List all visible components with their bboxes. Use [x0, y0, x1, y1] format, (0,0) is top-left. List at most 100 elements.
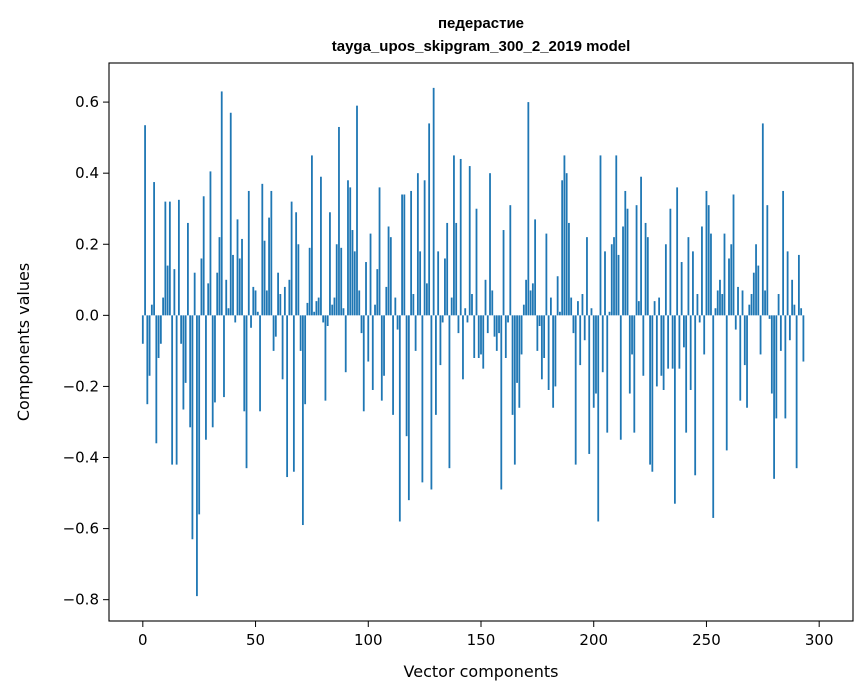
bar-113	[396, 315, 399, 330]
y-tick-label: −0.2	[63, 377, 99, 395]
bar-216	[628, 315, 631, 394]
bar-143	[464, 308, 467, 316]
bar-284	[782, 190, 785, 316]
bar-3	[148, 315, 151, 376]
bar-59	[274, 315, 277, 337]
bar-209	[613, 237, 615, 316]
bar-212	[619, 315, 622, 440]
bar-264	[737, 286, 739, 316]
y-tick-label: 0.0	[75, 306, 99, 324]
bar-140	[457, 315, 460, 334]
bar-217	[631, 315, 633, 355]
bar-228	[655, 315, 658, 387]
bar-25	[198, 315, 201, 515]
bar-52	[259, 315, 261, 412]
x-axis-ticks: 0 50 100 150 200 250 300	[138, 621, 834, 649]
y-tick-label: 0.2	[75, 235, 99, 253]
bar-15	[175, 315, 178, 465]
bar-250	[705, 190, 708, 316]
bar-30	[209, 171, 212, 316]
x-tick-label: 250	[692, 631, 721, 649]
bar-235	[671, 315, 674, 369]
bar-187	[563, 155, 566, 316]
bar-155	[491, 290, 494, 316]
bar-55	[265, 290, 268, 316]
bar-14	[173, 269, 176, 316]
bar-50	[254, 290, 257, 316]
bar-74	[308, 247, 311, 316]
bar-119	[410, 190, 413, 316]
bar-160	[502, 230, 505, 316]
bar-18	[182, 315, 185, 410]
bar-167	[518, 315, 521, 408]
bar-288	[791, 279, 794, 316]
bar-219	[635, 205, 638, 316]
chart-title-line1: педерастие	[438, 15, 524, 32]
bar-177	[540, 315, 543, 380]
bar-39	[229, 112, 232, 316]
bar-139	[455, 222, 458, 316]
bar-112	[394, 297, 397, 316]
bar-54	[263, 240, 266, 316]
bar-182	[552, 315, 555, 408]
bar-245	[694, 315, 697, 476]
bar-22	[191, 315, 194, 540]
bar-252	[710, 233, 712, 316]
bar-258	[723, 233, 726, 316]
bar-188	[565, 173, 568, 316]
bar-151	[482, 315, 485, 369]
bar-23	[193, 272, 196, 316]
bar-236	[673, 315, 676, 504]
bar-158	[498, 315, 500, 334]
bar-94	[353, 251, 356, 316]
bar-285	[784, 315, 787, 419]
bar-185	[559, 311, 561, 316]
y-tick-label: −0.8	[63, 591, 99, 609]
bar-28	[205, 315, 207, 440]
bar-31	[211, 315, 214, 428]
bar-199	[590, 308, 593, 316]
bar-102	[371, 315, 374, 390]
bar-233	[667, 315, 670, 369]
bar-37	[225, 279, 228, 316]
bar-256	[719, 279, 721, 316]
bar-89	[342, 308, 345, 316]
bar-237	[676, 187, 679, 316]
bar-205	[604, 251, 606, 316]
bar-6	[155, 315, 158, 444]
bar-211	[617, 254, 620, 316]
bar-53	[261, 183, 264, 316]
bar-224	[646, 237, 649, 316]
bar-114	[398, 315, 401, 522]
bar-271	[752, 272, 755, 316]
bar-99	[365, 262, 367, 316]
bar-106	[380, 315, 383, 401]
bar-204	[601, 315, 604, 373]
bar-262	[732, 194, 735, 316]
bar-110	[389, 237, 392, 316]
bar-189	[568, 222, 570, 316]
bar-272	[755, 244, 757, 316]
bar-230	[660, 315, 663, 376]
bar-289	[793, 304, 796, 316]
bar-116	[403, 194, 406, 316]
bar-157	[495, 315, 498, 351]
bar-90	[344, 315, 347, 373]
bar-282	[777, 294, 780, 316]
bar-248	[701, 226, 703, 316]
bar-263	[734, 315, 737, 330]
bar-12	[168, 201, 171, 316]
bar-111	[392, 315, 394, 415]
bar-130	[435, 315, 437, 415]
bar-100	[367, 315, 370, 362]
bar-123	[419, 251, 422, 316]
bar-118	[407, 315, 410, 501]
bar-133	[441, 315, 444, 323]
bar-61	[279, 294, 282, 316]
bar-268	[746, 315, 748, 408]
bar-70	[299, 315, 302, 351]
bar-244	[692, 251, 694, 316]
bar-227	[653, 301, 656, 316]
bar-68	[295, 212, 298, 316]
